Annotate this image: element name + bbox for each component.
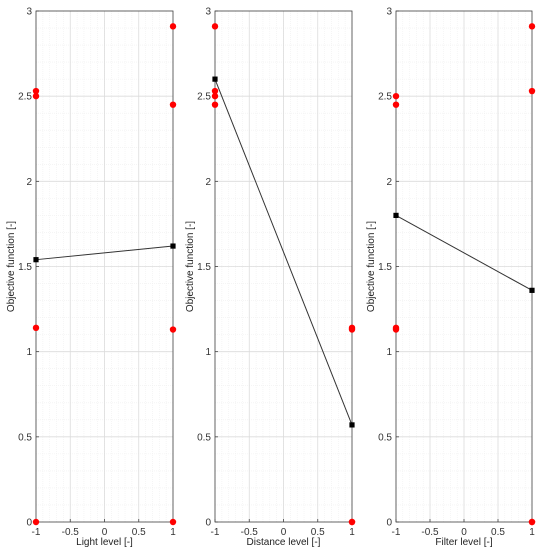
- y-axis-label: Objective function [-]: [366, 221, 377, 312]
- data-point: [392, 92, 400, 100]
- x-tick-label: 0: [281, 527, 287, 538]
- y-tick-label: 3: [205, 7, 211, 18]
- x-axis-label: Filter level [-]: [435, 537, 492, 548]
- data-point: [528, 518, 536, 526]
- chart-panel-1: -1 -0.5 0 0.5 1 0 0.5 1 1.5 2 2.5 3 Light level [-] O…: [6, 7, 176, 549]
- data-point: [32, 324, 40, 332]
- chart-panel-3: -1 -0.5 0 0.5 1 0 0.5 1 1.5 2 2.5 3 Filter level [-]…: [366, 7, 535, 549]
- mean-line: [214, 78, 353, 426]
- data-point: [392, 101, 400, 108]
- x-axis-label: Light level [-]: [76, 537, 133, 548]
- x-tick-label: 0: [102, 527, 108, 538]
- x-tick-label: 1: [529, 527, 535, 538]
- x-tick-label: -0.5: [62, 527, 80, 538]
- y-tick-label: 0.5: [378, 432, 392, 443]
- y-tick-label: 0: [26, 518, 32, 529]
- x-tick-label: 1: [170, 527, 176, 538]
- y-tick-label: 2.5: [197, 92, 211, 103]
- x-tick-label: -1: [392, 527, 401, 538]
- y-tick-label: 0: [386, 518, 392, 529]
- y-tick-label: 0.5: [18, 432, 32, 443]
- data-point: [392, 326, 400, 333]
- chart-panel-2: -1 -0.5 0 0.5 1 0 0.5 1 1.5 2 2.5 3 Distance level […: [185, 7, 355, 549]
- y-axis-label: Objective function [-]: [185, 221, 196, 312]
- y-tick-label: 0.5: [197, 432, 211, 443]
- y-tick-label: 1.5: [378, 262, 392, 273]
- x-tick-label: 0.5: [311, 527, 325, 538]
- data-point: [528, 87, 536, 95]
- mean-marker: [33, 257, 39, 263]
- x-axis-label: Distance level [-]: [247, 537, 321, 548]
- x-tick-label: 1: [349, 527, 355, 538]
- mean-line: [35, 245, 174, 261]
- y-tick-label: 1.5: [18, 262, 32, 273]
- y-tick-label: 2: [26, 177, 32, 188]
- data-point: [169, 101, 177, 108]
- data-point: [32, 87, 40, 95]
- y-tick-label: 2.5: [18, 92, 32, 103]
- y-tick-label: 2: [386, 177, 392, 188]
- data-point: [211, 92, 219, 100]
- x-tick-label: -0.5: [241, 527, 259, 538]
- y-tick-label: 2: [205, 177, 211, 188]
- data-point: [169, 326, 177, 333]
- x-tick-label: -0.5: [421, 527, 439, 538]
- y-tick-label: 1.5: [197, 262, 211, 273]
- y-tick-label: 3: [26, 7, 32, 18]
- data-point: [528, 23, 536, 30]
- data-point: [211, 87, 219, 95]
- data-point: [169, 518, 177, 526]
- data-point: [32, 518, 40, 526]
- y-tick-label: 2.5: [378, 92, 392, 103]
- y-tick-label: 3: [386, 7, 392, 18]
- x-tick-label: 0.5: [491, 527, 505, 538]
- mean-marker: [212, 76, 218, 82]
- y-tick-label: 1: [205, 347, 211, 358]
- data-point: [348, 518, 356, 526]
- data-point: [211, 101, 219, 108]
- mean-marker: [170, 243, 176, 249]
- mean-marker: [349, 422, 355, 428]
- data-point: [348, 326, 356, 333]
- x-tick-label: -1: [211, 527, 220, 538]
- x-tick-label: 0: [461, 527, 467, 538]
- mean-marker: [529, 287, 535, 293]
- y-tick-label: 1: [386, 347, 392, 358]
- data-point: [211, 23, 219, 30]
- x-tick-label: -1: [32, 527, 41, 538]
- mean-line: [395, 214, 533, 291]
- data-point: [169, 23, 177, 30]
- y-tick-label: 0: [205, 518, 211, 529]
- y-tick-label: 1: [26, 347, 32, 358]
- x-tick-label: 0.5: [132, 527, 146, 538]
- y-axis-label: Objective function [-]: [6, 221, 17, 312]
- mean-marker: [393, 212, 399, 218]
- data-point: [32, 92, 40, 100]
